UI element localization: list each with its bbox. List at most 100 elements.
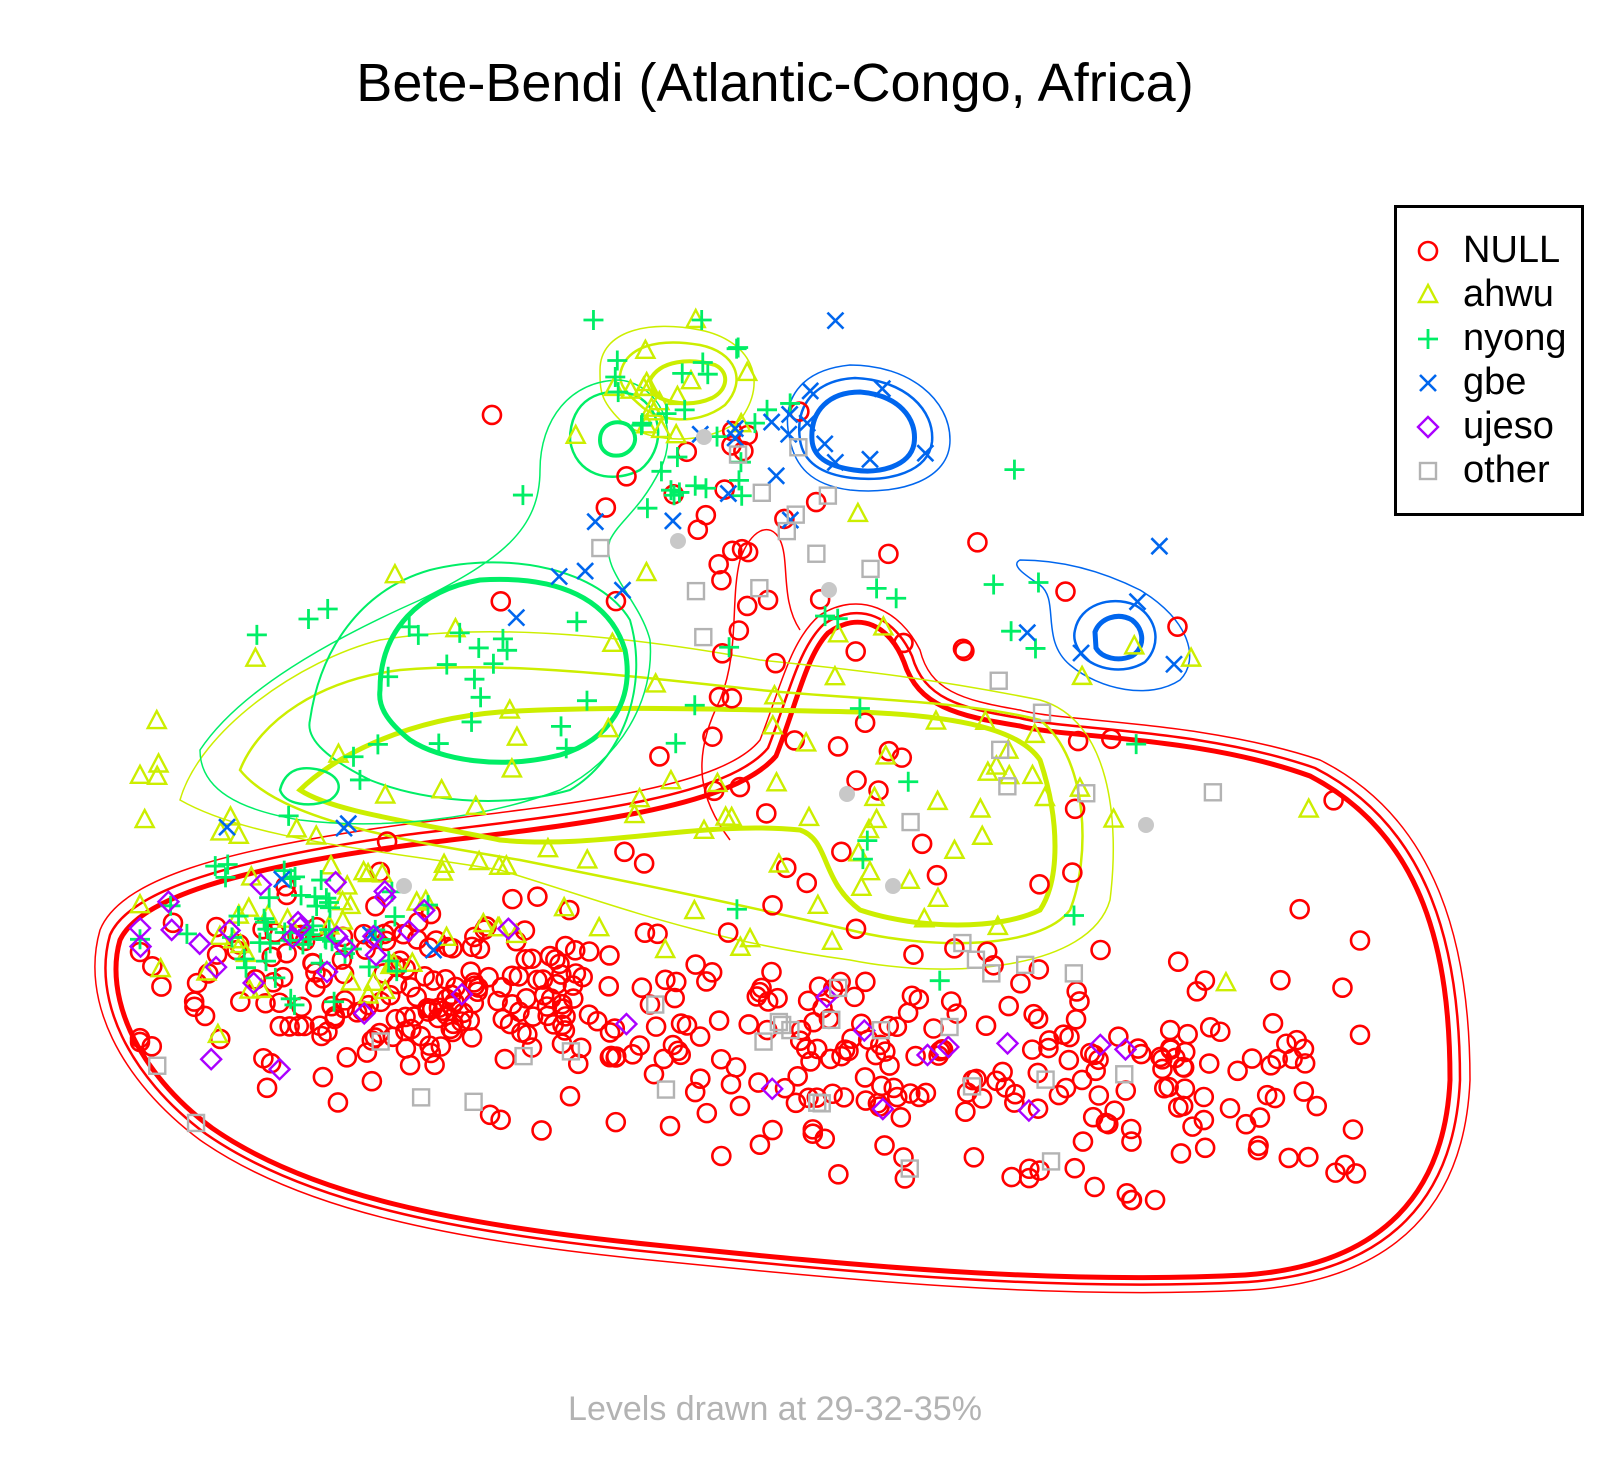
point-null [549, 953, 570, 975]
point-ahwu [401, 951, 424, 972]
point-nyong [866, 578, 887, 599]
point-null [720, 1073, 742, 1095]
point-null [1021, 1039, 1043, 1060]
point-ujeso [325, 924, 349, 949]
point-ahwu [858, 859, 881, 881]
point-null [762, 895, 783, 916]
point-nyong [665, 733, 686, 754]
point-null [684, 1081, 706, 1103]
point-nyong [497, 640, 518, 661]
point-null [1260, 1055, 1282, 1076]
point-null [1199, 1017, 1221, 1038]
point-null [261, 946, 283, 968]
point-ahwu [648, 389, 671, 411]
point-null [586, 1010, 608, 1032]
point-null [294, 1015, 315, 1037]
point-ahwu [500, 756, 523, 778]
point-ahwu [468, 849, 491, 871]
series-other [148, 438, 1223, 1178]
point-nyong [298, 609, 319, 630]
point-null [491, 976, 513, 998]
point-null [508, 966, 530, 987]
point-other [1064, 964, 1084, 983]
point-null [605, 590, 627, 612]
point-ahwu [1068, 776, 1091, 797]
point-nyong [744, 413, 765, 434]
point-null [721, 687, 743, 709]
point-ahwu [327, 742, 350, 763]
point-null [490, 591, 512, 612]
point-null [1144, 1189, 1166, 1211]
point-nyong [1126, 734, 1147, 755]
point-grey-filled [839, 786, 855, 802]
point-ahwu [495, 853, 518, 875]
point-null [1066, 981, 1087, 1002]
point-ujeso [396, 919, 421, 943]
point-nyong [674, 399, 695, 420]
point-nyong [285, 866, 306, 887]
point-other [694, 627, 713, 647]
point-null [516, 988, 537, 1009]
point-gbe [218, 818, 236, 837]
point-gbe [762, 413, 781, 431]
point-null [1084, 1176, 1105, 1198]
point-null [417, 1001, 439, 1022]
point-null [845, 918, 867, 940]
point-gbe [576, 562, 595, 580]
point-ahwu [679, 368, 702, 390]
point-null [1177, 1023, 1198, 1045]
point-null [599, 1022, 621, 1043]
point-null [559, 899, 580, 921]
point-other [940, 1017, 959, 1037]
point-other [953, 933, 972, 953]
point-ahwu [1123, 633, 1146, 655]
point-null [905, 1045, 926, 1067]
point-nyong [685, 475, 706, 496]
point-nyong [359, 956, 380, 977]
point-nyong [343, 746, 364, 767]
point-ahwu [379, 953, 402, 975]
point-null [749, 1134, 771, 1156]
point-null [894, 1168, 916, 1189]
point-null [184, 996, 205, 1018]
point-ahwu [874, 743, 897, 765]
point-null [564, 939, 586, 961]
point-null [162, 912, 184, 934]
point-null [527, 886, 548, 907]
point-ujeso [199, 1047, 223, 1071]
point-null [689, 1026, 711, 1047]
scatter-points [128, 307, 1371, 1211]
point-null [729, 776, 751, 798]
point-gbe [550, 567, 569, 586]
point-null [1294, 1053, 1316, 1074]
point-ujeso [815, 985, 839, 1009]
point-ahwu [767, 851, 790, 873]
point-null [1332, 977, 1353, 999]
point-null [279, 1016, 300, 1037]
point-ujeso [128, 934, 153, 959]
point-nyong [667, 447, 688, 468]
point-ahwu [305, 824, 328, 845]
point-null [129, 1031, 151, 1053]
legend-marker-plus-icon [1418, 329, 1438, 349]
point-ahwu [739, 926, 762, 948]
point-null [728, 620, 750, 641]
point-ahwu [761, 713, 784, 735]
point-nyong [306, 896, 327, 917]
point-ujeso [496, 917, 521, 941]
point-nyong [556, 738, 577, 759]
point-null [992, 1061, 1013, 1083]
point-null [288, 1015, 310, 1037]
point-other [728, 445, 748, 464]
point-null [424, 1054, 445, 1076]
point-other [807, 544, 826, 563]
point-ahwu [505, 922, 528, 944]
point-nyong [719, 637, 740, 658]
point-null [774, 508, 795, 530]
point-nyong [349, 769, 370, 790]
point-nyong [815, 606, 836, 627]
point-null [729, 1095, 751, 1117]
point-null [805, 491, 827, 513]
point-null [186, 972, 208, 994]
point-null [940, 991, 962, 1012]
